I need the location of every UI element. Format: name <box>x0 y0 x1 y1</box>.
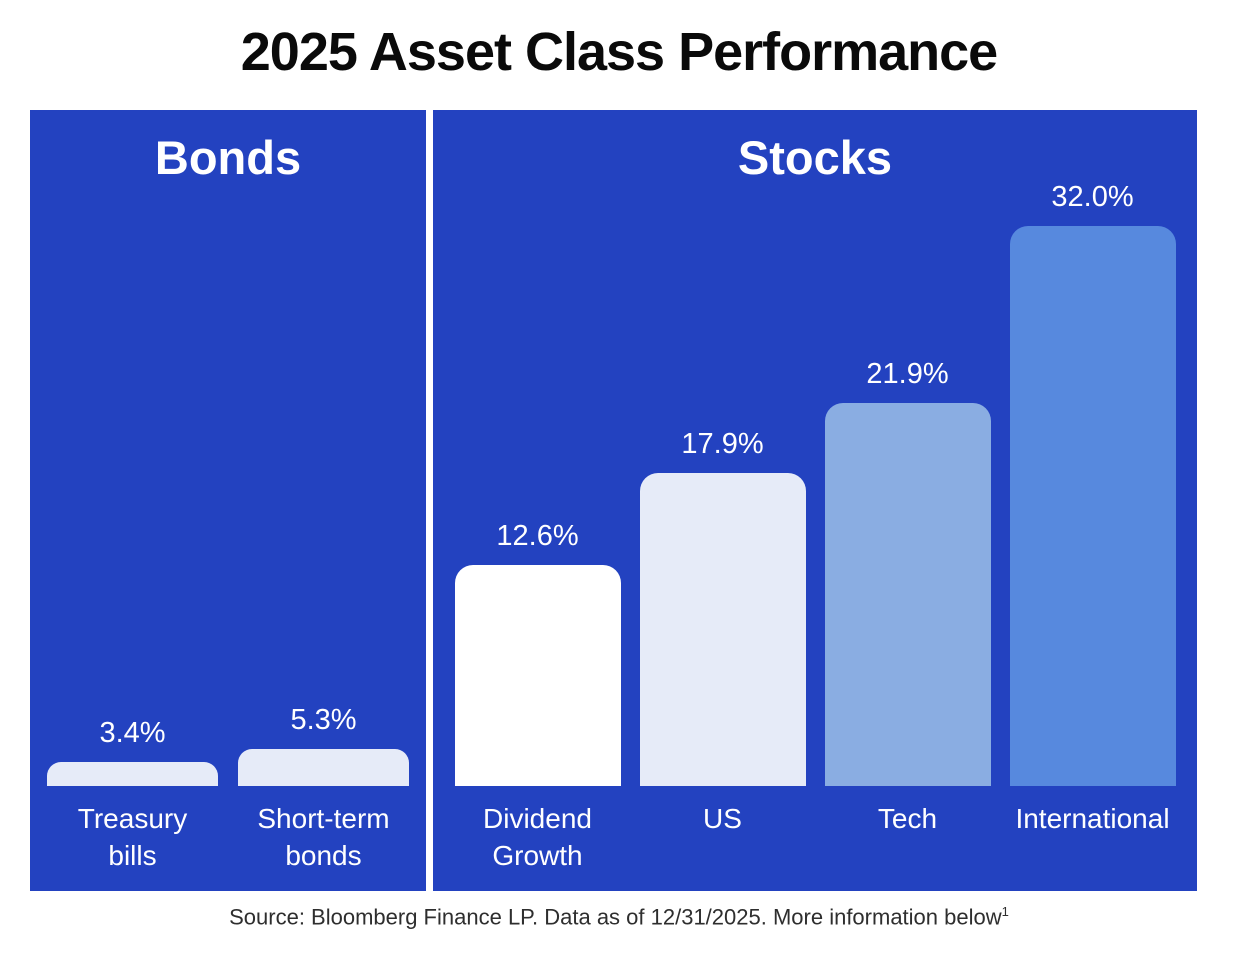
category-label: Treasury bills <box>77 803 188 871</box>
stocks-panel-heading: Stocks <box>737 131 893 184</box>
bar-value-label: 12.6% <box>496 520 579 552</box>
bar-column-treasury-bills: 3.4% Treasury bills <box>47 110 218 891</box>
bar <box>47 762 218 786</box>
bonds-panel: Bonds 3.4% Treasury bills 5.3% Short-term bon… <box>30 110 426 891</box>
chart-title: 2025 Asset Class Performance <box>240 22 998 82</box>
category-label: Short-term bonds <box>257 803 390 871</box>
bar <box>1009 226 1176 786</box>
bar <box>824 403 991 786</box>
category-label: Tech <box>877 803 938 834</box>
bar <box>639 473 806 786</box>
bar-column-short-term-bonds: 5.3% Short-term bonds <box>238 110 409 891</box>
bar-column-us: 17.9% US <box>639 110 806 891</box>
stocks-bars-row: 12.6% Dividend Growth 17.9% US 21.9% Tech 32.0%… <box>433 110 1197 891</box>
footnote-superscript: 1 <box>1001 904 1009 919</box>
bar-value-label: 5.3% <box>290 704 357 736</box>
bar-value-label: 17.9% <box>681 428 764 460</box>
category-label: US <box>703 803 742 834</box>
charts-row: Bonds 3.4% Treasury bills 5.3% Short-term bon… <box>30 110 1197 891</box>
bonds-bars-row: 3.4% Treasury bills 5.3% Short-term bonds <box>30 110 426 891</box>
category-label: International <box>1015 803 1170 834</box>
category-label: Dividend Growth <box>483 803 592 871</box>
bonds-panel-heading: Bonds <box>154 131 302 184</box>
bar <box>238 749 409 786</box>
bar <box>454 565 621 786</box>
bar-value-label: 21.9% <box>866 358 949 390</box>
source-text: Source: Bloomberg Finance LP. Data as of… <box>229 904 1002 930</box>
bar-value-label: 32.0% <box>1051 181 1134 213</box>
bar-column-international: 32.0% International <box>1009 110 1176 891</box>
stocks-panel: Stocks 12.6% Dividend Growth 17.9% US 21.9% Te… <box>433 110 1197 891</box>
bar-column-tech: 21.9% Tech <box>824 110 991 891</box>
source-note: Source: Bloomberg Finance LP. Data as of… <box>0 904 1238 930</box>
bar-value-label: 3.4% <box>99 717 166 749</box>
bar-column-dividend-growth: 12.6% Dividend Growth <box>454 110 621 891</box>
